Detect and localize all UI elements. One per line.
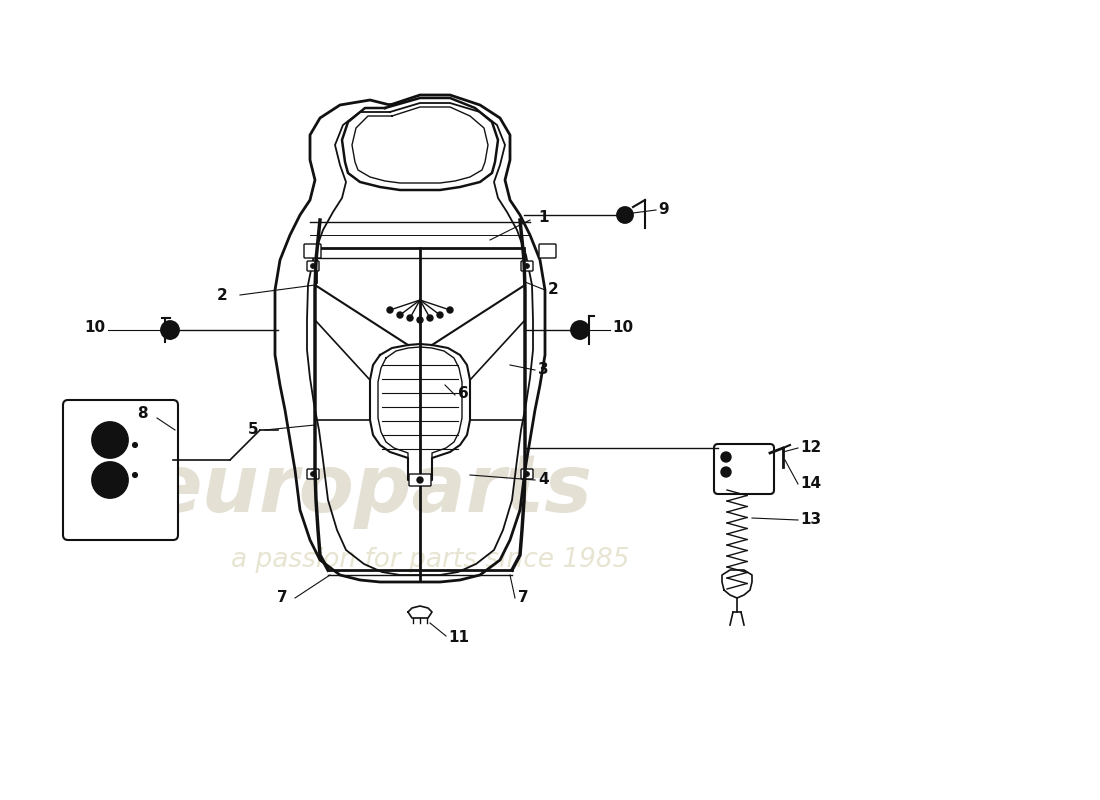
Circle shape: [447, 307, 453, 313]
FancyBboxPatch shape: [307, 261, 319, 271]
FancyBboxPatch shape: [714, 444, 774, 494]
Text: 11: 11: [448, 630, 469, 646]
Text: 2: 2: [218, 287, 228, 302]
Text: 8: 8: [138, 406, 148, 422]
Circle shape: [387, 307, 393, 313]
Circle shape: [437, 312, 443, 318]
Circle shape: [417, 477, 424, 483]
Text: 3: 3: [538, 362, 549, 378]
Circle shape: [117, 437, 123, 443]
Text: 5: 5: [248, 422, 258, 438]
Text: 2: 2: [548, 282, 559, 298]
Circle shape: [427, 315, 433, 321]
FancyBboxPatch shape: [409, 474, 431, 486]
Circle shape: [525, 263, 529, 269]
Text: 4: 4: [538, 473, 549, 487]
Circle shape: [107, 467, 113, 473]
Text: 7: 7: [518, 590, 529, 606]
Circle shape: [617, 207, 632, 223]
Text: 10: 10: [84, 321, 104, 335]
Circle shape: [107, 427, 113, 433]
Text: 10: 10: [612, 321, 634, 335]
FancyBboxPatch shape: [521, 261, 534, 271]
Circle shape: [97, 477, 103, 483]
Circle shape: [161, 321, 179, 339]
Circle shape: [720, 452, 732, 462]
Text: 14: 14: [800, 477, 821, 491]
Circle shape: [117, 477, 123, 483]
Text: 9: 9: [658, 202, 669, 218]
Text: europarts: europarts: [147, 451, 593, 529]
Circle shape: [132, 473, 138, 478]
FancyBboxPatch shape: [521, 469, 534, 479]
Circle shape: [132, 442, 138, 447]
Circle shape: [310, 263, 316, 269]
FancyBboxPatch shape: [63, 400, 178, 540]
Text: 12: 12: [800, 441, 822, 455]
Circle shape: [97, 437, 103, 443]
Circle shape: [417, 317, 424, 323]
Text: 1: 1: [538, 210, 549, 226]
FancyBboxPatch shape: [304, 244, 321, 258]
Circle shape: [107, 487, 113, 493]
Circle shape: [407, 315, 412, 321]
FancyBboxPatch shape: [307, 469, 319, 479]
FancyBboxPatch shape: [539, 244, 556, 258]
Text: 13: 13: [800, 513, 821, 527]
Circle shape: [720, 467, 732, 477]
Text: a passion for parts since 1985: a passion for parts since 1985: [231, 547, 629, 573]
Circle shape: [310, 471, 316, 477]
Circle shape: [571, 321, 588, 339]
Circle shape: [525, 471, 529, 477]
Circle shape: [92, 422, 128, 458]
Circle shape: [92, 462, 128, 498]
Text: 6: 6: [458, 386, 469, 401]
Circle shape: [107, 447, 113, 453]
Circle shape: [397, 312, 403, 318]
Text: 7: 7: [277, 590, 288, 606]
